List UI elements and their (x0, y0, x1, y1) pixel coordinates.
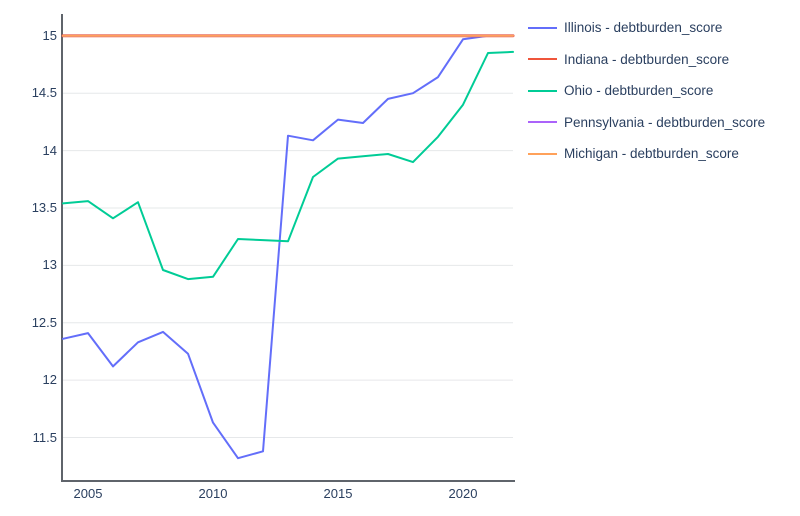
y-tick-label-14: 14 (42, 142, 57, 158)
legend-label: Michigan - debtburden_score (564, 146, 739, 162)
x-tick-label-2020: 2020 (448, 486, 478, 501)
legend-label: Ohio - debtburden_score (564, 83, 714, 99)
series-line-ohio (62, 50, 514, 281)
legend-item-illinois[interactable]: Illinois - debtburden_score (520, 12, 765, 44)
x-tick-label-2005: 2005 (73, 486, 103, 501)
legend-item-pennsylvania[interactable]: Pennsylvania - debtburden_score (520, 107, 765, 139)
legend-item-ohio[interactable]: Ohio - debtburden_score (520, 75, 765, 107)
x-tick-label-2015: 2015 (323, 486, 353, 501)
legend-swatch-line (528, 26, 557, 29)
legend-label: Illinois - debtburden_score (564, 20, 723, 36)
series-line-illinois (62, 34, 514, 460)
y-tick-label-11.5: 11.5 (32, 429, 57, 445)
legend-item-indiana[interactable]: Indiana - debtburden_score (520, 44, 765, 76)
legend-swatch-line (528, 58, 557, 61)
legend-item-michigan[interactable]: Michigan - debtburden_score (520, 138, 765, 170)
y-tick-label-14.5: 14.5 (31, 85, 57, 101)
legend-swatch-line (528, 89, 557, 92)
legend: Illinois - debtburden_score Indiana - de… (520, 12, 765, 170)
y-tick-label-12.5: 12.5 (31, 314, 57, 330)
y-tick-label-12: 12 (42, 372, 57, 388)
y-tick-label-13: 13 (42, 257, 57, 273)
y-tick-label-13.5: 13.5 (31, 199, 57, 215)
legend-label: Pennsylvania - debtburden_score (564, 114, 766, 130)
legend-swatch-line (528, 152, 557, 155)
legend-swatch-line (528, 121, 557, 124)
legend-label: Indiana - debtburden_score (564, 51, 730, 67)
x-tick-label-2010: 2010 (198, 486, 228, 501)
y-tick-label-15: 15 (42, 27, 57, 43)
